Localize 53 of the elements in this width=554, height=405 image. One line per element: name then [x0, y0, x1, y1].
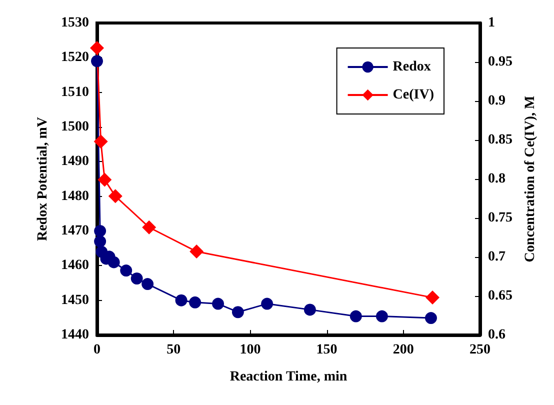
y2-tick-label: 0.9: [488, 94, 506, 108]
legend-label: Ce(IV): [392, 88, 434, 102]
y-tick-label: 1440: [61, 328, 89, 342]
y-tick-label: 1520: [61, 50, 89, 66]
x-tick-label: 0: [94, 342, 100, 358]
y2-axis-title: Concentration of Ce(IV), M: [522, 96, 538, 262]
point: [94, 225, 106, 237]
legend-label: Redox: [392, 60, 431, 74]
point: [350, 310, 362, 322]
point: [212, 298, 224, 310]
point: [90, 40, 104, 55]
point: [120, 264, 132, 277]
y2-tick-label: 0.95: [488, 54, 512, 70]
point: [94, 134, 108, 149]
x-tick-label: 150: [316, 342, 338, 358]
y2-tick-label: 0.7: [488, 250, 506, 264]
y-tick-label: 1510: [61, 84, 89, 100]
point: [426, 290, 440, 305]
point: [108, 256, 120, 268]
y2-tick-label: 0.65: [488, 288, 512, 304]
x-tick-label: 250: [470, 342, 490, 358]
point: [130, 272, 143, 284]
point: [424, 312, 437, 324]
y2-tick-label: 0.75: [488, 210, 512, 226]
x-tick-label: 100: [240, 342, 261, 358]
point: [189, 296, 202, 308]
y-tick-label: 1460: [61, 258, 89, 274]
point: [376, 310, 388, 322]
point: [142, 278, 154, 290]
point: [304, 304, 316, 316]
y2-tick-label: 0.85: [488, 132, 512, 148]
y-tick-label: 1530: [61, 16, 89, 30]
point: [190, 244, 204, 259]
point: [142, 220, 156, 234]
y-tick-label: 1490: [61, 154, 89, 170]
y2-tick-label: 0.6: [488, 328, 506, 342]
y-tick-label: 1500: [61, 120, 89, 134]
y-tick-label: 1470: [61, 224, 89, 238]
point: [175, 294, 188, 306]
point: [94, 235, 106, 248]
y2-tick-label: 0.8: [488, 172, 506, 186]
point: [98, 172, 112, 187]
y2-tick-label: 1: [488, 16, 495, 30]
x-tick-label: 200: [392, 342, 414, 358]
point: [108, 189, 122, 204]
y-tick-label: 1450: [61, 292, 89, 308]
point: [91, 55, 103, 68]
y-axis-title: Redox Potential, mV: [36, 116, 51, 242]
x-tick-label: 50: [166, 342, 181, 358]
x-axis-title: Reaction Time, min: [230, 370, 348, 384]
point: [232, 306, 244, 318]
point: [261, 298, 274, 310]
y-tick-label: 1480: [61, 188, 89, 204]
